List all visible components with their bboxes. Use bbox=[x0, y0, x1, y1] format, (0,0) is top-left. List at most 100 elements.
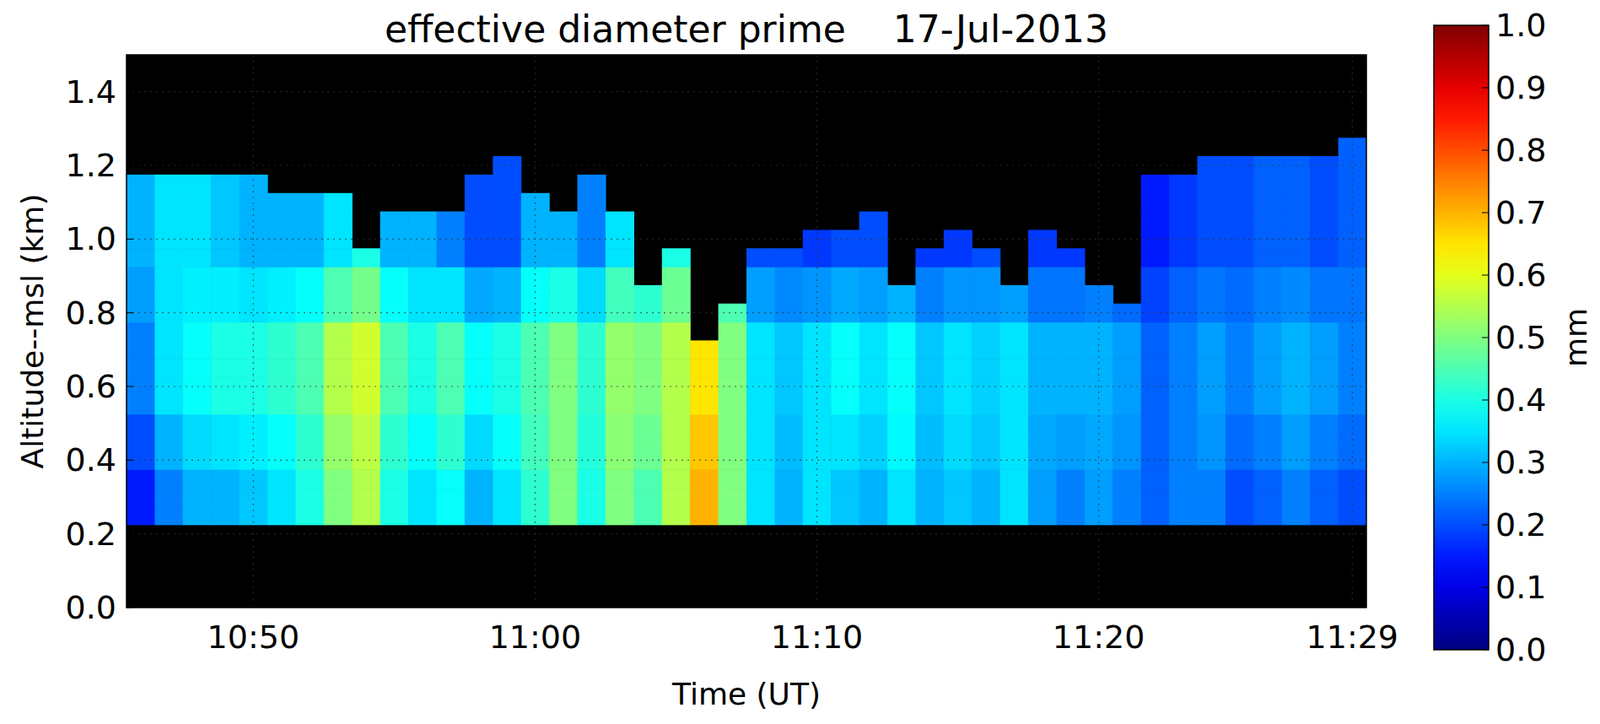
cell bbox=[718, 432, 748, 452]
cell bbox=[662, 487, 691, 507]
cell bbox=[295, 322, 324, 341]
cell bbox=[436, 211, 466, 231]
cell bbox=[1084, 322, 1114, 341]
cell bbox=[1169, 193, 1198, 212]
cell bbox=[1169, 468, 1198, 488]
x-tick bbox=[253, 600, 254, 608]
cell bbox=[154, 322, 184, 341]
cell bbox=[1282, 247, 1311, 267]
cell bbox=[943, 414, 973, 433]
cell bbox=[1338, 266, 1367, 286]
cell bbox=[971, 432, 1001, 452]
cell bbox=[351, 506, 381, 525]
cell bbox=[605, 358, 635, 378]
cell bbox=[521, 468, 550, 488]
cell bbox=[436, 285, 466, 304]
cell bbox=[774, 266, 803, 286]
cell bbox=[210, 358, 240, 378]
cell bbox=[351, 339, 381, 359]
cell bbox=[1253, 266, 1283, 286]
cell bbox=[549, 395, 578, 415]
cell bbox=[492, 247, 522, 267]
cell bbox=[915, 506, 944, 525]
grid-line bbox=[126, 385, 1367, 387]
cell bbox=[1000, 487, 1029, 507]
colorbar-body bbox=[1433, 25, 1489, 650]
cell bbox=[1000, 395, 1029, 415]
cell bbox=[126, 414, 156, 433]
cell bbox=[323, 395, 353, 415]
cell bbox=[774, 432, 803, 452]
cell bbox=[1253, 247, 1283, 267]
cell bbox=[1169, 414, 1198, 433]
x-tick bbox=[816, 600, 818, 608]
grid-line bbox=[1352, 54, 1353, 608]
cell bbox=[662, 468, 691, 488]
cell bbox=[971, 468, 1001, 488]
cell bbox=[380, 395, 410, 415]
cell bbox=[1028, 506, 1057, 525]
cell bbox=[267, 414, 297, 433]
grid-line bbox=[126, 164, 1367, 166]
cell bbox=[577, 266, 607, 286]
cell bbox=[718, 450, 748, 469]
cell bbox=[295, 395, 324, 415]
cell bbox=[1253, 432, 1283, 452]
cell bbox=[774, 358, 803, 378]
cell bbox=[1225, 322, 1255, 341]
cell bbox=[859, 395, 889, 415]
cell bbox=[126, 285, 156, 304]
cell bbox=[436, 266, 466, 286]
cell bbox=[1338, 174, 1367, 194]
cell bbox=[887, 377, 916, 396]
cell bbox=[1253, 285, 1283, 304]
cell bbox=[464, 174, 494, 194]
cell bbox=[1056, 339, 1086, 359]
cells bbox=[126, 137, 1367, 525]
title: effective diameter prime 17-Jul-2013 bbox=[384, 7, 1109, 51]
cell bbox=[1197, 211, 1227, 231]
cell bbox=[126, 174, 156, 194]
cell bbox=[267, 247, 297, 267]
cell bbox=[1225, 468, 1255, 488]
cell bbox=[1338, 137, 1367, 157]
cell bbox=[1309, 339, 1339, 359]
plot-background bbox=[126, 54, 1367, 608]
cell bbox=[1028, 468, 1057, 488]
cell bbox=[380, 506, 410, 525]
cell bbox=[464, 358, 494, 378]
cell bbox=[126, 395, 156, 415]
cell bbox=[126, 322, 156, 341]
colorbar-tick bbox=[1481, 25, 1489, 27]
cell bbox=[154, 174, 184, 194]
y-tick bbox=[126, 238, 134, 240]
cell bbox=[154, 506, 184, 525]
cell bbox=[1282, 322, 1311, 341]
cell bbox=[380, 322, 410, 341]
cell bbox=[464, 432, 494, 452]
cell bbox=[1112, 468, 1142, 488]
grid-line bbox=[126, 312, 1367, 313]
cell bbox=[323, 506, 353, 525]
cell bbox=[887, 358, 916, 378]
cell bbox=[1141, 285, 1170, 304]
cell bbox=[1028, 358, 1057, 378]
cell bbox=[295, 414, 324, 433]
cell bbox=[549, 432, 578, 452]
cell bbox=[351, 414, 381, 433]
cell bbox=[380, 468, 410, 488]
cell bbox=[408, 247, 437, 267]
cell bbox=[577, 285, 607, 304]
cell bbox=[1225, 432, 1255, 452]
cell bbox=[239, 285, 269, 304]
cell bbox=[1056, 266, 1086, 286]
cell bbox=[971, 395, 1001, 415]
cell bbox=[1197, 414, 1227, 433]
cell bbox=[802, 432, 832, 452]
cell bbox=[802, 414, 832, 433]
cell bbox=[943, 339, 973, 359]
cell bbox=[1253, 322, 1283, 341]
cell bbox=[1056, 322, 1086, 341]
y-tick bbox=[126, 312, 134, 313]
cell bbox=[267, 303, 297, 323]
